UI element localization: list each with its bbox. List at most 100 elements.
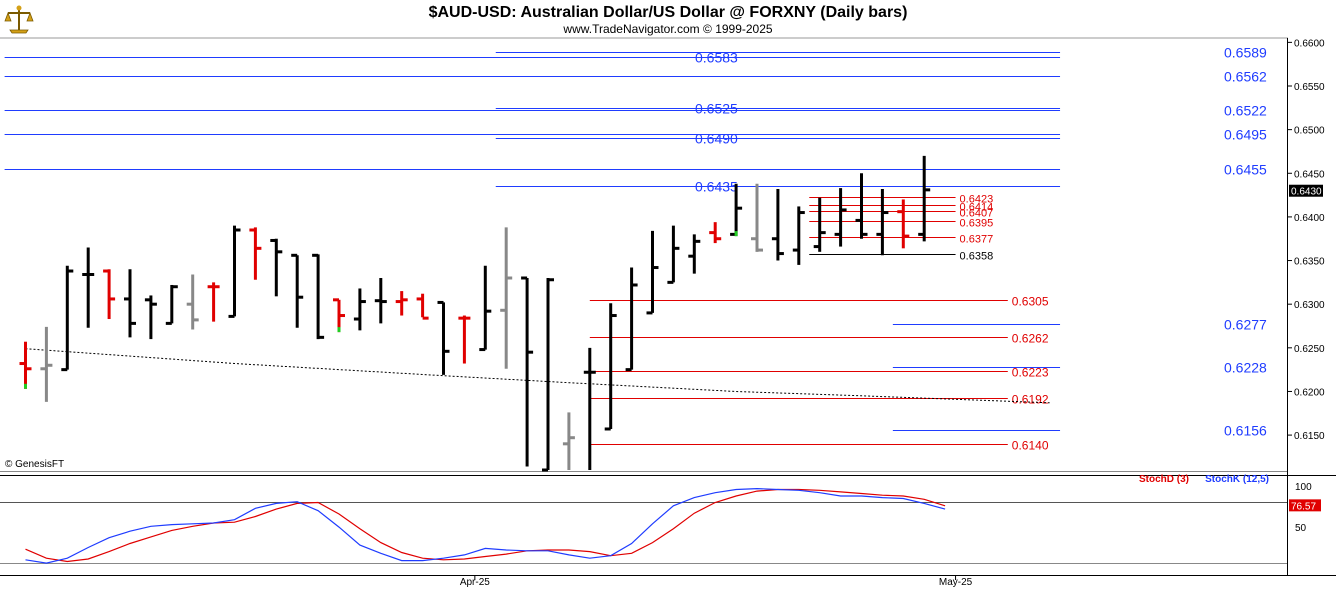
price-bar	[855, 173, 868, 239]
legend-stochk: StochK (12,5)	[1205, 474, 1269, 485]
level-label: 0.6455	[1224, 162, 1267, 178]
price-bar	[646, 230, 659, 315]
genesis-credit: © GenesisFT	[5, 459, 64, 470]
price-bar	[186, 274, 199, 330]
level-label: 0.6435	[695, 179, 738, 195]
price-bar	[918, 155, 931, 242]
stochk-line	[25, 487, 946, 564]
price-bar	[771, 188, 784, 261]
price-panel: 0.6589 0.6583 0.6562 0.6525 0.6522 0.6495 0.64…	[0, 37, 1336, 476]
y-tick-label: 0.6300	[1294, 300, 1325, 311]
price-bar	[312, 253, 325, 340]
price-bar	[437, 300, 450, 375]
price-bar	[103, 269, 116, 320]
level-label: 0.6423	[960, 194, 994, 206]
price-bar	[688, 234, 701, 274]
price-bar	[479, 265, 492, 352]
price-bar	[144, 295, 157, 340]
date-x-axis: Apr-25 May-25	[460, 575, 973, 588]
y-tick-label: 0.6250	[1294, 344, 1325, 355]
y-tick-label: 0.6150	[1294, 431, 1325, 442]
price-bar	[751, 183, 763, 252]
price-levels: 0.6589 0.6583 0.6562 0.6525 0.6522 0.6495 0.64…	[4, 45, 1267, 453]
level-label: 0.6562	[1224, 69, 1267, 85]
stoch-y-axis: 100 50 76.57	[1289, 482, 1321, 534]
level-label: 0.6407	[960, 208, 994, 220]
level-label: 0.6277	[1224, 317, 1267, 333]
price-bar	[876, 188, 889, 256]
price-bar	[61, 265, 74, 372]
last-price-label: 0.6430	[1291, 187, 1322, 198]
price-bar	[165, 284, 178, 325]
level-label: 0.6589	[1224, 45, 1267, 61]
price-bar	[333, 298, 345, 333]
price-bar	[667, 225, 680, 284]
level-label: 0.6358	[960, 251, 994, 263]
y-tick-label: 0.6200	[1294, 387, 1325, 398]
stoch-lines	[25, 487, 946, 564]
y-tick-label: 0.6550	[1294, 82, 1325, 93]
y-tick-label: 0.6400	[1294, 213, 1325, 224]
level-label: 0.6228	[1224, 360, 1267, 376]
stoch-y-tick: 100	[1295, 482, 1312, 493]
price-bar	[834, 188, 847, 247]
price-bar	[897, 199, 910, 249]
legend-stochd: StochD (3)	[1139, 474, 1189, 485]
price-bar	[500, 227, 513, 369]
price-bar	[625, 267, 638, 372]
level-label: 0.6522	[1224, 103, 1267, 119]
price-bar	[82, 247, 95, 328]
price-bar	[249, 227, 262, 280]
stoch-y-tick: 50	[1295, 523, 1307, 534]
stoch-last-box	[1289, 499, 1321, 512]
level-label: 0.6305	[1012, 295, 1049, 309]
price-bar	[395, 291, 408, 316]
level-label: 0.6156	[1224, 423, 1267, 439]
price-bar	[583, 347, 596, 470]
price-bar	[374, 278, 387, 324]
moving-average-line	[25, 348, 1050, 404]
stoch-last-label: 76.57	[1291, 501, 1316, 512]
level-label: 0.6395	[960, 218, 994, 230]
price-bar	[709, 222, 722, 244]
x-tick-label: Apr-25	[460, 577, 490, 588]
price-bars	[19, 155, 931, 472]
level-label: 0.6192	[1012, 393, 1049, 407]
price-bar	[792, 206, 805, 265]
price-y-axis: 0.6600 0.6550 0.6500 0.6450 0.6400 0.6350 0.63…	[1287, 38, 1325, 442]
level-label: 0.6377	[960, 234, 994, 246]
y-tick-label: 0.6500	[1294, 126, 1325, 137]
level-label: 0.6414	[960, 202, 994, 214]
price-bar	[562, 412, 575, 470]
price-bar	[416, 293, 429, 320]
price-bar	[458, 315, 471, 364]
moving-average	[25, 348, 1050, 404]
level-label: 0.6223	[1012, 366, 1049, 380]
price-bar	[521, 276, 534, 467]
y-tick-label: 0.6450	[1294, 169, 1325, 180]
last-price-box	[1289, 184, 1323, 197]
stochastic-panel: 100 50 76.57 StochD (3) StochK (12,5)	[0, 474, 1336, 576]
level-label: 0.6262	[1012, 332, 1049, 346]
price-bar	[291, 253, 304, 328]
price-bar	[542, 278, 554, 472]
price-bar	[270, 238, 283, 297]
level-label: 0.6490	[695, 131, 738, 147]
price-bar	[40, 326, 53, 402]
level-label: 0.6583	[695, 50, 738, 66]
price-bar	[207, 282, 220, 322]
scale-icon	[4, 5, 34, 34]
price-bar	[604, 303, 617, 431]
chart-title: $AUD-USD: Australian Dollar/US Dollar @ …	[429, 4, 908, 21]
level-label: 0.6495	[1224, 127, 1267, 143]
price-bar	[353, 288, 366, 331]
x-tick-label: May-25	[939, 577, 973, 588]
y-tick-label: 0.6350	[1294, 257, 1325, 268]
price-bar	[813, 197, 826, 252]
level-label: 0.6140	[1012, 439, 1049, 453]
chart-subtitle: www.TradeNavigator.com © 1999-2025	[562, 22, 772, 36]
price-bar	[228, 225, 241, 318]
y-tick-label: 0.6600	[1294, 38, 1325, 49]
